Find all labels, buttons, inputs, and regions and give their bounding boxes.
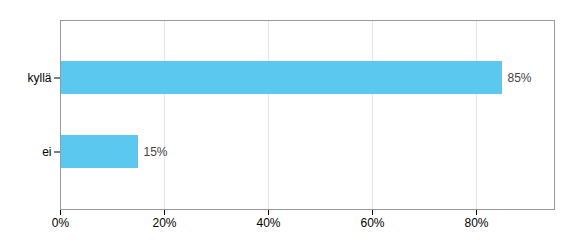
svg-text:kyllä: kyllä [27,71,51,85]
svg-text:85%: 85% [508,71,532,85]
svg-text:80%: 80% [464,216,488,230]
svg-text:60%: 60% [360,216,384,230]
svg-text:20%: 20% [152,216,176,230]
svg-text:40%: 40% [256,216,280,230]
svg-text:0%: 0% [52,216,70,230]
svg-text:ei: ei [42,145,51,159]
svg-text:15%: 15% [144,145,168,159]
